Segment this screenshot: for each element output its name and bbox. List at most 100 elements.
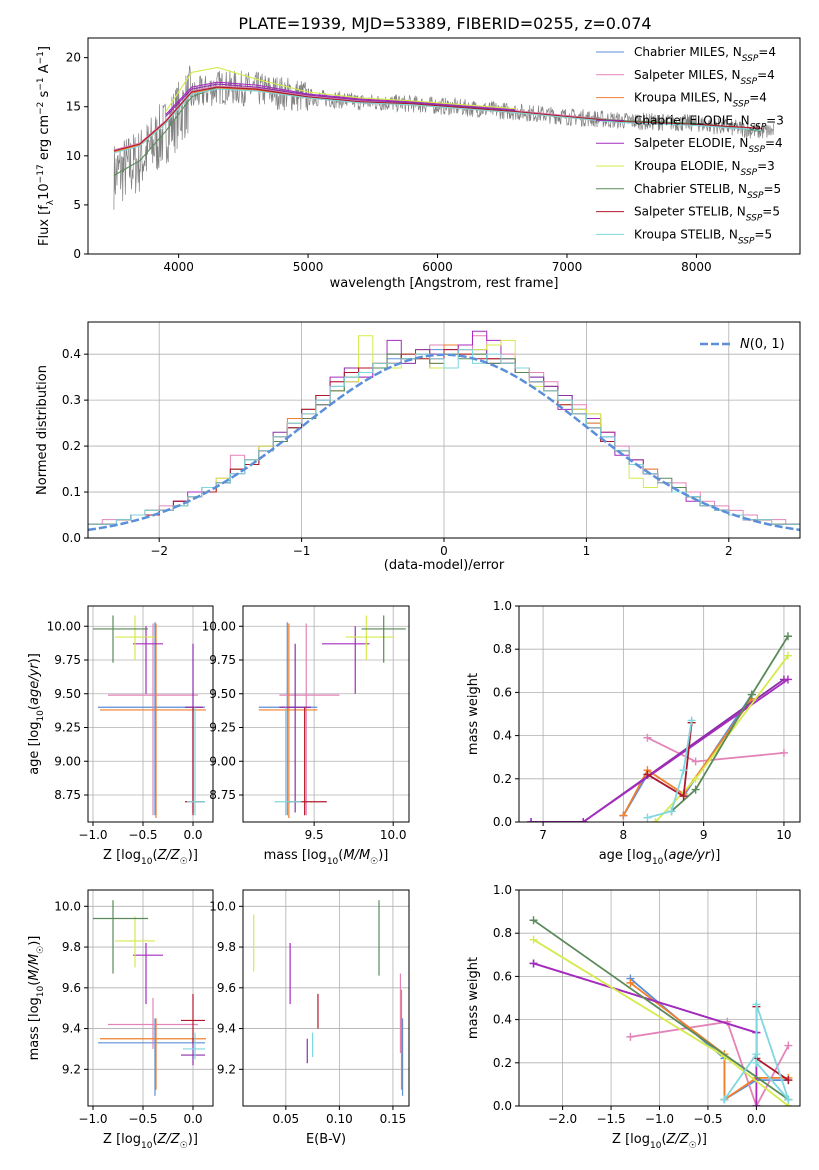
y-axis-label: Normed distribution <box>35 365 50 495</box>
weight-marker <box>691 774 700 783</box>
tick-label-x: −1.0 <box>78 828 107 842</box>
axes-frame <box>242 889 410 1107</box>
x-axis-label: (data-model)/error <box>384 558 505 573</box>
legend-label: Kroupa STELIB, NSSP=5 <box>634 227 772 246</box>
tick-label-x: −2.0 <box>548 1112 577 1126</box>
spectrum-lines <box>113 65 775 210</box>
weight-marker <box>651 818 660 822</box>
tick-label-x: −0.5 <box>693 1112 722 1126</box>
x-axis-label: wavelength [Angstrom, rest frame] <box>330 276 559 291</box>
residual-panel: −2 −1 0 1 2 0.0 0.1 0.2 0.3 0.4 (data-model)/error… <box>35 321 801 573</box>
weight-marker <box>783 632 792 641</box>
y-axis-label: mass weight <box>466 673 481 755</box>
tick-label-y: 8.75 <box>209 788 236 802</box>
legend-label: Salpeter STELIB, NSSP=5 <box>634 205 780 224</box>
weight-line <box>670 635 789 812</box>
tick-label-x: −0.5 <box>128 828 157 842</box>
weight-marker <box>643 813 652 822</box>
tick-label-x: 5000 <box>293 260 324 274</box>
tick-label-y: 10.00 <box>202 619 236 633</box>
tick-label-y: 10.0 <box>54 899 81 913</box>
tick-label-y: 9.4 <box>217 1022 236 1036</box>
tick-label-x: 8000 <box>681 260 712 274</box>
weight-line <box>647 720 693 819</box>
age-mass-panel: 9.5 10.0 8.75 9.00 9.25 9.50 9.75 10.00 mass [lo… <box>202 605 410 867</box>
tick-label-y: 0.8 <box>493 642 512 656</box>
weight-marker <box>691 785 700 794</box>
axes-frame <box>518 605 801 823</box>
tick-label-y: 0 <box>73 247 81 261</box>
weight-marker <box>679 792 688 801</box>
tick-label-x: 7000 <box>552 260 583 274</box>
normal-curve <box>88 353 800 532</box>
weight-line <box>622 698 753 816</box>
y-axis-label: age [log10(age/yr)] <box>27 653 46 775</box>
legend-label: Kroupa MILES, NSSP=4 <box>634 91 767 110</box>
observed-spectrum-line <box>113 65 775 210</box>
weight-marker <box>527 818 536 822</box>
tick-label-x: 1 <box>583 544 591 558</box>
axes-frame <box>87 889 214 1107</box>
weight-line <box>629 977 789 1102</box>
tick-label-x: 0 <box>440 544 448 558</box>
tick-label-y: 9.2 <box>217 1062 236 1076</box>
mass-ebv-panel: 0.05 0.10 0.15 9.2 9.4 9.6 9.8 10.0 E(B-V) <box>209 889 410 1147</box>
tick-label-y: 0.2 <box>493 1056 512 1070</box>
tick-label-y: 9.6 <box>217 981 236 995</box>
tick-label-y: 0.0 <box>62 531 81 545</box>
weight-marker <box>752 1058 761 1067</box>
tick-label-x: 10.0 <box>380 828 407 842</box>
tick-label-x: −0.5 <box>128 1112 157 1126</box>
weight-line <box>531 678 785 822</box>
error-bars <box>93 615 206 818</box>
tick-label-y: 0.6 <box>493 969 512 983</box>
tick-label-y: 9.25 <box>54 721 81 735</box>
histogram-step <box>88 349 800 525</box>
tick-label-y: 9.00 <box>209 754 236 768</box>
error-bars <box>258 615 406 818</box>
tick-label-y: 10.00 <box>47 619 81 633</box>
weight-marker <box>643 770 652 779</box>
x-axis-label: E(B-V) <box>306 1132 346 1147</box>
tick-label-x: −1 <box>293 544 311 558</box>
model-line <box>165 66 516 112</box>
tick-label-y: 9.25 <box>209 721 236 735</box>
mass-z-panel: −1.0 −0.5 0.0 9.2 9.4 9.6 9.8 10.0 Z [log10(Z/Z☉… <box>27 889 214 1151</box>
weight-marker <box>529 916 538 925</box>
tick-label-x: −1.0 <box>645 1112 674 1126</box>
weight-age-panel: 7 8 9 10 0.0 0.2 0.4 0.6 0.8 1.0 age [log10(age/yr… <box>466 599 801 867</box>
tick-label-y: 0.8 <box>493 926 512 940</box>
x-axis-label: Z [log10(Z/Z☉)] <box>103 1132 198 1151</box>
x-axis-label: mass [log10(M/M☉)] <box>264 848 389 867</box>
age-z-panel: −1.0 −0.5 0.0 8.75 9.00 9.25 9.50 9.75 10.00 Z [l… <box>27 605 214 867</box>
tick-label-y: 9.50 <box>54 687 81 701</box>
tick-label-y: 1.0 <box>493 599 512 613</box>
y-axis-label: mass weight <box>466 957 481 1039</box>
tick-label-x: 4000 <box>163 260 194 274</box>
weight-lines <box>527 632 792 822</box>
y-axis-label: Flux [fλ10−17 erg cm−2 s−1 A−1] <box>36 46 56 246</box>
tick-label-y: 9.4 <box>62 1022 81 1036</box>
tick-label-y: 9.50 <box>209 687 236 701</box>
tick-label-y: 0.3 <box>62 393 81 407</box>
weight-marker <box>752 1000 761 1009</box>
tick-label-y: 9.6 <box>62 981 81 995</box>
error-bars <box>93 900 206 1096</box>
x-axis-label: Z [log10(Z/Z☉)] <box>103 848 198 867</box>
tick-label-y: 1.0 <box>493 883 512 897</box>
weight-marker <box>643 733 652 742</box>
tick-label-y: 0.4 <box>62 347 81 361</box>
weight-marker <box>779 748 788 757</box>
weight-marker <box>784 1076 793 1085</box>
tick-label-y: 5 <box>73 198 81 212</box>
weight-lines <box>529 916 793 1106</box>
legend-label: Chabrier MILES, NSSP=4 <box>634 45 776 64</box>
legend-label: Kroupa ELODIE, NSSP=3 <box>634 159 775 178</box>
tick-label-y: 10 <box>66 149 81 163</box>
weight-marker <box>579 818 588 822</box>
tick-label-x: 6000 <box>422 260 453 274</box>
tick-label-x: 0.05 <box>272 1112 299 1126</box>
model-line <box>113 86 762 152</box>
